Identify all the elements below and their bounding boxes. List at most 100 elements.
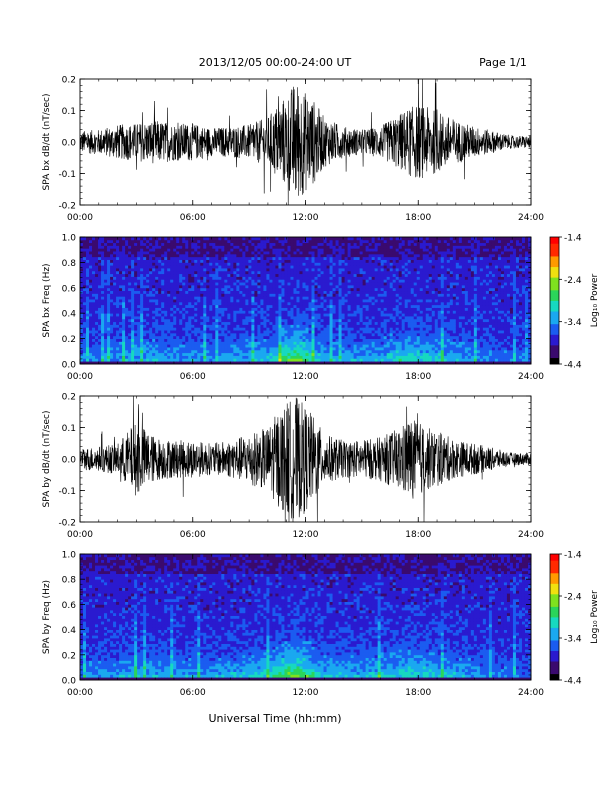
heatmap-cell — [368, 239, 373, 244]
heatmap-cell — [260, 307, 264, 311]
heatmap-cell — [323, 318, 327, 323]
heatmap-cell — [143, 290, 147, 294]
heatmap-cell — [332, 318, 336, 323]
heatmap-cell — [284, 282, 288, 286]
heatmap-cell — [95, 245, 99, 249]
heatmap-cell — [242, 318, 246, 323]
heatmap-cell — [218, 251, 222, 255]
heatmap-cell — [401, 355, 406, 359]
heatmap-cell — [356, 307, 361, 311]
heatmap-cell — [395, 276, 400, 280]
heatmap-cell — [386, 290, 391, 294]
heatmap-cell — [152, 268, 156, 272]
heatmap-cell — [215, 293, 219, 297]
heatmap-cell — [308, 296, 312, 300]
heatmap-cell — [287, 316, 291, 320]
heatmap-cell — [101, 307, 105, 311]
heatmap-cell — [191, 276, 195, 280]
heatmap-cell — [269, 287, 273, 292]
heatmap-cell — [203, 245, 207, 249]
heatmap-cell — [215, 239, 219, 244]
heatmap-cell — [128, 327, 132, 331]
heatmap-cell — [80, 344, 84, 348]
heatmap-cell — [305, 321, 309, 325]
heatmap-cell — [203, 279, 207, 283]
heatmap-cell — [197, 296, 201, 300]
heatmap-cell — [224, 304, 228, 308]
heatmap-cell — [383, 335, 388, 339]
heatmap-cell — [371, 268, 376, 272]
heatmap-cell — [302, 335, 306, 339]
heatmap-cell — [311, 332, 315, 337]
heatmap-cell — [251, 304, 255, 308]
heatmap-cell — [242, 262, 246, 266]
heatmap-cell — [170, 287, 174, 292]
heatmap-cell — [320, 287, 324, 292]
heatmap-cell — [146, 299, 150, 303]
heatmap-cell — [245, 287, 249, 292]
heatmap-cell — [320, 262, 324, 266]
heatmap-cell — [89, 248, 93, 252]
heatmap-cell — [161, 310, 165, 314]
heatmap-cell — [224, 355, 228, 359]
heatmap-cell — [368, 290, 373, 294]
heatmap-cell — [164, 313, 168, 317]
heatmap-cell — [128, 347, 132, 351]
heatmap-cell — [383, 313, 388, 317]
heatmap-cell — [155, 293, 159, 297]
heatmap-cell — [386, 344, 391, 348]
heatmap-cell — [242, 251, 246, 255]
heatmap-cell — [137, 310, 141, 314]
heatmap-cell — [284, 276, 288, 280]
x-tick-label: 12:00 — [293, 213, 319, 223]
heatmap-cell — [329, 268, 333, 272]
heatmap-cell — [227, 276, 231, 280]
heatmap-cell — [383, 248, 388, 252]
heatmap-cell — [224, 287, 228, 292]
heatmap-cell — [338, 330, 342, 334]
heatmap-cell — [272, 349, 276, 354]
heatmap-cell — [392, 242, 397, 246]
heatmap-cell — [89, 349, 93, 354]
heatmap-cell — [251, 251, 255, 255]
heatmap-cell — [230, 330, 234, 334]
heatmap-cell — [176, 265, 180, 269]
heatmap-cell — [92, 324, 96, 328]
heatmap-cell — [161, 316, 165, 320]
heatmap-cell — [287, 335, 291, 339]
heatmap-cell — [122, 349, 126, 354]
heatmap-cell — [305, 273, 309, 277]
heatmap-cell — [140, 341, 144, 345]
heatmap-cell — [395, 338, 400, 342]
heatmap-cell — [212, 279, 216, 283]
heatmap-cell — [251, 349, 255, 354]
heatmap-cell — [272, 352, 276, 356]
heatmap-cell — [347, 245, 351, 249]
heatmap-cell — [95, 352, 99, 356]
heatmap-cell — [140, 290, 144, 294]
heatmap-cell — [191, 355, 195, 359]
heatmap-cell — [95, 318, 99, 323]
heatmap-cell — [89, 270, 93, 275]
heatmap-cell — [224, 296, 228, 300]
heatmap-cell — [194, 299, 198, 303]
heatmap-cell — [155, 358, 159, 362]
heatmap-cell — [155, 279, 159, 283]
heatmap-cell — [266, 268, 270, 272]
heatmap-cell — [329, 270, 333, 275]
heatmap-cell — [182, 253, 186, 258]
heatmap-cell — [389, 296, 394, 300]
heatmap-cell — [107, 296, 111, 300]
heatmap-cell — [197, 301, 201, 306]
heatmap-cell — [146, 237, 150, 241]
heatmap-cell — [269, 290, 273, 294]
heatmap-cell — [266, 270, 270, 275]
heatmap-cell — [356, 344, 361, 348]
heatmap-cell — [287, 296, 291, 300]
heatmap-cell — [197, 347, 201, 351]
heatmap-cell — [95, 299, 99, 303]
heatmap-cell — [101, 296, 105, 300]
heatmap-cell — [182, 313, 186, 317]
heatmap-cell — [167, 338, 171, 342]
heatmap-cell — [209, 256, 213, 260]
